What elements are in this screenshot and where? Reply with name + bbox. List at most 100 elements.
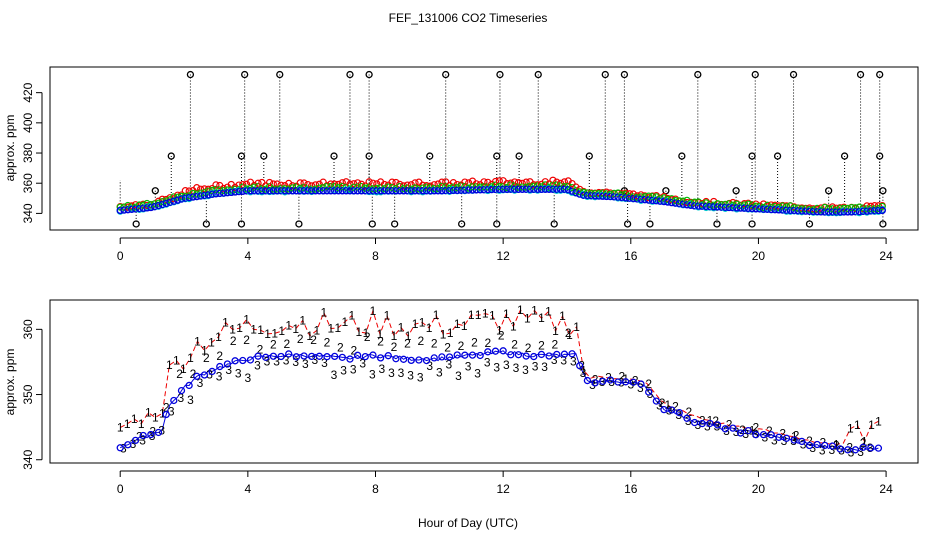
red-marker: [338, 179, 346, 187]
series-3-label: 3: [216, 369, 223, 383]
series-1-label: 1: [159, 406, 166, 420]
flagged-point-top: [879, 187, 887, 195]
series-o-marker: [323, 353, 331, 361]
blue-marker: [702, 202, 710, 211]
flagged-point-top: [237, 152, 246, 160]
series-o-marker: [859, 443, 867, 451]
bottom-x-tick-label: 20: [752, 482, 766, 496]
top-y-tick-label: 360: [21, 173, 35, 193]
blue-marker: [396, 187, 404, 195]
series-3-label: 3: [417, 371, 424, 385]
series-2-label: 2: [672, 399, 679, 413]
series-1-label: 1: [363, 326, 370, 340]
series-1-label: 1: [405, 329, 412, 343]
series-o-marker: [507, 351, 515, 359]
series-1-label: 1: [573, 320, 580, 334]
red-marker: [265, 178, 274, 187]
series-o-marker: [683, 414, 691, 422]
series-3-label: 3: [656, 399, 663, 413]
top-x-tick-label: 4: [245, 249, 252, 263]
series-o-marker: [530, 352, 538, 361]
series-o-marker: [231, 357, 239, 365]
series-2-label: 2: [552, 337, 559, 351]
blue-marker: [376, 187, 385, 195]
series-o-marker: [484, 348, 492, 356]
blue-marker: [147, 203, 155, 212]
series-2-label: 2: [753, 420, 760, 434]
blue-marker: [250, 187, 258, 195]
flagged-point-bottom: [493, 220, 501, 228]
flagged-point-top: [496, 70, 504, 79]
blue-marker: [239, 187, 247, 195]
blue-marker: [836, 208, 844, 216]
blue-marker: [327, 187, 335, 195]
series-3-label: 3: [177, 391, 184, 405]
series-3-label: 3: [848, 445, 855, 459]
series-o-marker: [116, 444, 124, 452]
series-o-marker: [729, 424, 737, 432]
series-o-marker: [315, 352, 323, 360]
series-2-label: 2: [860, 436, 867, 450]
series-o-marker: [292, 353, 301, 361]
series-2-label: 2: [498, 329, 505, 343]
series-3-label: 3: [436, 366, 443, 380]
series-2-label: 2: [739, 423, 746, 437]
series-o-marker: [185, 381, 193, 390]
series-3-label: 3: [446, 358, 453, 372]
flagged-point-top: [732, 187, 740, 195]
top-x-tick-label: 8: [372, 249, 379, 263]
green-marker: [193, 190, 201, 198]
series-o-marker: [713, 421, 722, 429]
series-3-label: 3: [130, 437, 137, 451]
series-o-marker: [177, 386, 186, 395]
series-o-marker: [269, 352, 278, 360]
green-marker: [763, 201, 771, 209]
series-o-marker: [828, 442, 837, 450]
series-1-label: 1: [538, 311, 545, 325]
series-o-marker: [698, 419, 706, 428]
series-1-label: 1: [320, 305, 327, 319]
bottom-y-tick-label: 350: [21, 384, 35, 404]
flagged-point-top: [773, 152, 782, 160]
green-marker: [702, 199, 710, 207]
series-1-label: 1: [559, 309, 566, 323]
top-y-axis: 340 360 380 400 420: [21, 82, 43, 223]
series-o-marker: [591, 379, 599, 387]
blue-marker: [411, 187, 419, 195]
flagged-point-top: [260, 152, 268, 160]
blue-marker: [817, 208, 825, 216]
bottom-x-tick-label: 12: [496, 482, 510, 496]
series-o-marker: [813, 440, 821, 449]
flagged-point-top: [620, 70, 629, 79]
green-marker: [422, 183, 431, 191]
series-2-label: 2: [417, 334, 424, 348]
series-3-label: 3: [321, 356, 328, 370]
green-marker: [553, 181, 561, 189]
flagged-point-bottom: [879, 220, 887, 228]
flagged-point-top: [346, 70, 354, 79]
series-2-label: 2: [793, 428, 800, 442]
series-3-label: 3: [283, 354, 290, 368]
series-3-label: 3: [532, 359, 539, 373]
series-2-label: 2: [203, 351, 210, 365]
blue-marker: [158, 200, 167, 209]
flagged-point-bottom: [458, 220, 466, 228]
series-3-label: 3: [608, 375, 615, 389]
series-o-marker: [652, 397, 660, 405]
red-marker: [465, 179, 473, 187]
series-2-label: 2: [391, 340, 398, 354]
flagged-point-top: [678, 152, 686, 160]
series-3-label: 3: [379, 362, 386, 376]
series-2-label: 2: [645, 377, 652, 391]
series-2-label: 2: [324, 336, 331, 350]
series-3-label: 3: [292, 355, 299, 369]
series-3-label: 3: [675, 408, 682, 422]
series-1-label: 1: [419, 315, 426, 329]
series-3-label: 3: [245, 371, 252, 385]
blue-marker: [388, 187, 396, 195]
series-1-label: 1: [391, 329, 398, 343]
green-marker: [174, 193, 182, 201]
red-marker: [273, 180, 281, 188]
series-1-label: 1: [201, 343, 208, 357]
